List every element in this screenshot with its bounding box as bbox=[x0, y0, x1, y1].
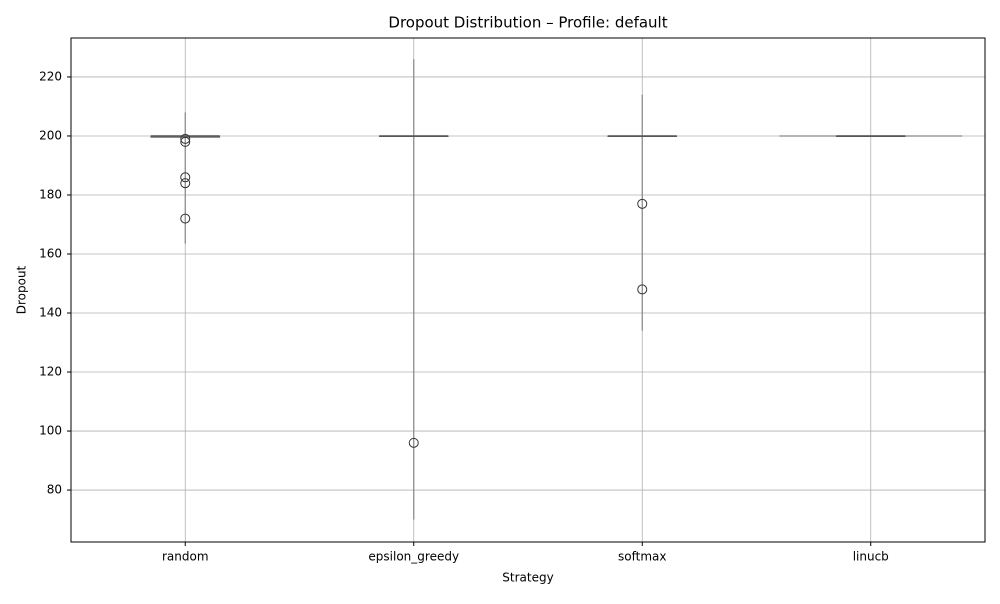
x-tick-label: softmax bbox=[618, 550, 666, 564]
chart-title: Dropout Distribution – Profile: default bbox=[388, 14, 667, 32]
outlier bbox=[637, 284, 648, 295]
y-axis-label: Dropout bbox=[15, 265, 29, 314]
y-tick-label: 80 bbox=[47, 483, 62, 497]
x-axis-label: Strategy bbox=[502, 571, 553, 585]
outlier bbox=[180, 133, 191, 144]
x-tick-label: random bbox=[162, 550, 209, 564]
y-tick-label: 100 bbox=[39, 424, 62, 438]
y-tick-label: 220 bbox=[39, 69, 62, 83]
outlier bbox=[180, 178, 191, 189]
outlier bbox=[180, 172, 191, 183]
outlier bbox=[180, 213, 191, 224]
outlier bbox=[408, 437, 419, 448]
y-tick-label: 160 bbox=[39, 247, 62, 261]
plot-frame bbox=[70, 37, 986, 543]
y-tick-label: 140 bbox=[39, 306, 62, 320]
y-tick-label: 200 bbox=[39, 128, 62, 142]
x-tick-label: epsilon_greedy bbox=[368, 550, 459, 564]
x-tick-label: linucb bbox=[853, 550, 889, 564]
outlier bbox=[637, 198, 648, 209]
outlier bbox=[180, 136, 191, 147]
y-tick-label: 180 bbox=[39, 187, 62, 201]
y-tick-label: 120 bbox=[39, 365, 62, 379]
